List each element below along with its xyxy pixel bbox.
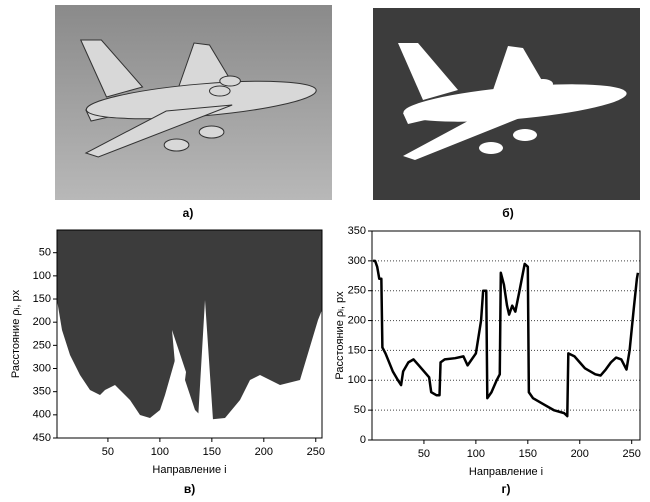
y-tick-label: 200 [33, 316, 51, 328]
y-tick-label: 350 [33, 386, 51, 398]
y-tick-label: 400 [33, 409, 51, 421]
y-tick-label: 100 [348, 374, 366, 386]
x-tick-label: 100 [151, 446, 169, 458]
y-tick-label: 100 [33, 270, 51, 282]
y-tick-label: 0 [360, 434, 366, 446]
y-tick-label: 150 [348, 344, 366, 356]
caption: а) [183, 206, 194, 220]
y-tick-label: 50 [39, 247, 51, 259]
x-tick-label: 150 [203, 446, 221, 458]
x-tick-label: 50 [102, 446, 114, 458]
y-tick-label: 200 [348, 314, 366, 326]
x-tick-label: 200 [571, 448, 589, 460]
y-tick-label: 450 [33, 432, 51, 444]
axes-frame [372, 231, 640, 440]
y-axis-label: Расстояние ρᵢ, px [334, 291, 346, 380]
caption: г) [502, 482, 511, 496]
x-tick-label: 250 [307, 446, 325, 458]
y-tick-label: 300 [33, 362, 51, 374]
y-tick-label: 150 [33, 293, 51, 305]
x-tick-label: 200 [255, 446, 273, 458]
x-axis-label: Направление i [152, 464, 226, 476]
y-tick-label: 350 [348, 225, 366, 237]
x-tick-label: 50 [418, 448, 430, 460]
x-tick-label: 150 [519, 448, 537, 460]
x-tick-label: 250 [623, 448, 641, 460]
y-tick-label: 50 [354, 404, 366, 416]
y-axis-label: Расстояние ρᵢ, px [10, 289, 22, 378]
x-axis-label: Направление i [469, 466, 543, 478]
silhouette-panel: б) [373, 8, 640, 220]
y-tick-label: 250 [348, 285, 366, 297]
y-tick-label: 250 [33, 339, 51, 351]
polar-image [57, 230, 322, 438]
figure: а) б) 50 100 150 200 250 300 350 400 450 50 100 150… [0, 0, 650, 497]
x-tick-label: 100 [467, 448, 485, 460]
y-tick-label: 300 [348, 255, 366, 267]
photo-panel: а) [55, 5, 332, 220]
data-line [373, 261, 638, 416]
caption: в) [184, 482, 195, 496]
caption: б) [502, 206, 513, 220]
